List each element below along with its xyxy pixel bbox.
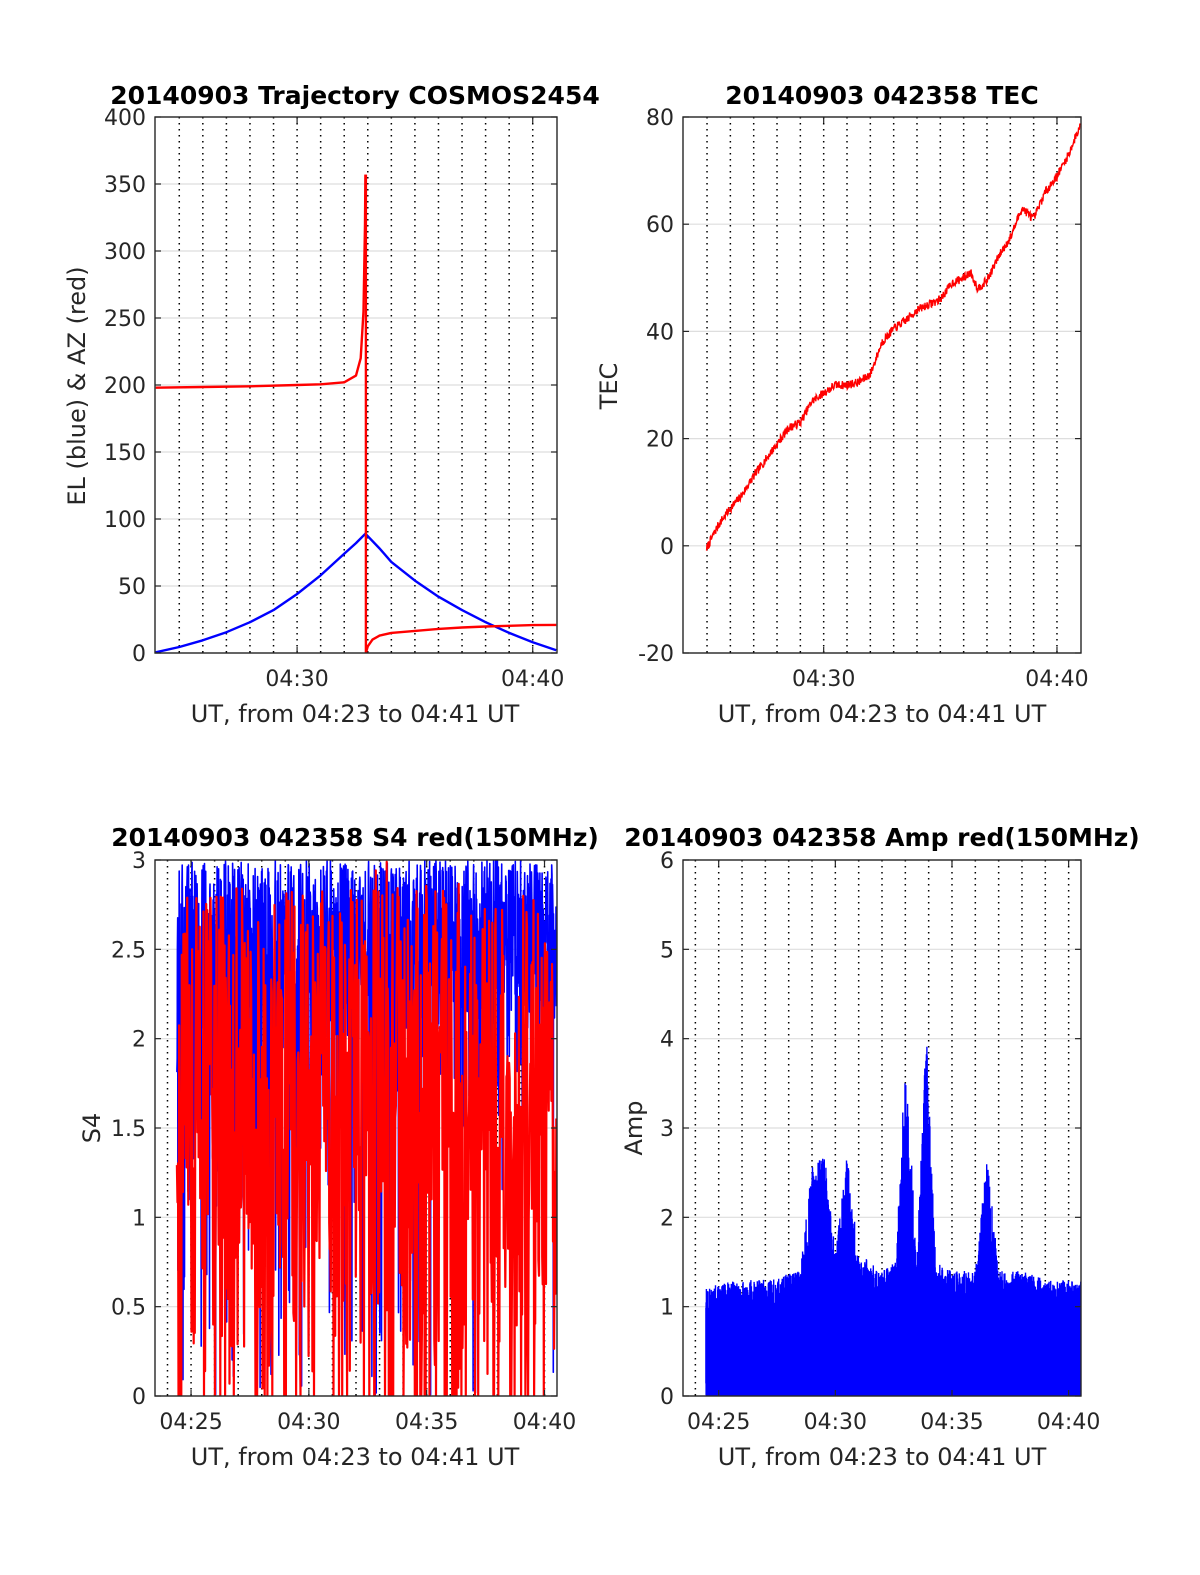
series-line — [705, 123, 1081, 551]
y-tick-label: 1.5 — [111, 1117, 146, 1142]
series-line — [705, 1046, 1081, 1396]
y-tick-label: 350 — [104, 173, 146, 198]
y-tick-label: 200 — [104, 374, 146, 399]
y-tick-label: 5 — [660, 938, 674, 963]
y-tick-label: 50 — [118, 575, 146, 600]
x-tick-label: 04:35 — [395, 1410, 458, 1435]
y-tick-label: 300 — [104, 240, 146, 265]
y-tick-label: 2.5 — [111, 938, 146, 963]
plot-area — [683, 117, 1081, 653]
y-tick-label: 0 — [132, 1385, 146, 1410]
trajectory-panel: 20140903 Trajectory COSMOS2454 UT, from … — [63, 81, 600, 728]
panel-title: 20140903 042358 S4 red(150MHz) — [111, 823, 599, 852]
y-axis-label: EL (blue) & AZ (red) — [63, 266, 91, 505]
ticks: -20 0 20 40 60 80 04:30 04:40 — [638, 106, 1089, 692]
y-tick-label: 2 — [132, 1028, 146, 1053]
y-tick-label: 3 — [132, 849, 146, 874]
y-tick-label: 2 — [660, 1206, 674, 1231]
ticks: 0 50 100 150 200 250 300 350 400 04:30 04:40 — [104, 106, 564, 692]
x-tick-label: 04:30 — [277, 1410, 340, 1435]
y-tick-label: 20 — [646, 428, 674, 453]
tec-panel: 20140903 042358 TEC UT, from 04:23 to 04… — [595, 81, 1089, 728]
panel-title: 20140903 042358 Amp red(150MHz) — [624, 823, 1140, 852]
y-tick-label: 1 — [660, 1296, 674, 1321]
y-tick-label: 6 — [660, 849, 674, 874]
y-tick-label: 4 — [660, 1028, 674, 1053]
data-layer — [155, 174, 557, 653]
x-tick-label: 04:40 — [1037, 1410, 1100, 1435]
x-tick-label: 04:40 — [513, 1410, 576, 1435]
y-tick-label: 0 — [132, 642, 146, 667]
y-axis-label: Amp — [620, 1100, 648, 1155]
x-tick-label: 04:40 — [501, 667, 564, 692]
x-axis-label: UT, from 04:23 to 04:41 UT — [718, 1443, 1047, 1471]
data-layer — [175, 860, 557, 1396]
y-axis-label: S4 — [78, 1113, 106, 1144]
x-tick-label: 04:30 — [792, 667, 855, 692]
y-tick-label: -20 — [638, 642, 674, 667]
amp-panel: 20140903 042358 Amp red(150MHz) UT, from… — [620, 823, 1140, 1471]
series-line — [155, 174, 367, 389]
x-tick-label: 04:30 — [265, 667, 328, 692]
y-tick-label: 250 — [104, 307, 146, 332]
y-tick-label: 100 — [104, 508, 146, 533]
y-tick-label: 60 — [646, 213, 674, 238]
x-tick-label: 04:25 — [159, 1410, 222, 1435]
series-line — [364, 174, 557, 653]
y-tick-label: 400 — [104, 106, 146, 131]
s4-panel: 20140903 042358 S4 red(150MHz) UT, from … — [78, 823, 599, 1471]
y-tick-label: 80 — [646, 106, 674, 131]
x-axis-label: UT, from 04:23 to 04:41 UT — [191, 1443, 520, 1471]
data-layer — [705, 1046, 1081, 1396]
y-tick-label: 0.5 — [111, 1296, 146, 1321]
y-tick-label: 3 — [660, 1117, 674, 1142]
data-layer — [705, 123, 1081, 551]
ticks: 0 0.5 1 1.5 2 2.5 3 04:25 04:30 04:35 04:40 — [111, 849, 576, 1435]
axes-box — [682, 116, 1082, 654]
ticks: 0 1 2 3 4 5 6 04:25 04:30 04:35 04:40 — [660, 849, 1100, 1435]
y-tick-label: 40 — [646, 320, 674, 345]
x-tick-label: 04:30 — [804, 1410, 867, 1435]
y-tick-label: 1 — [132, 1206, 146, 1231]
x-tick-label: 04:35 — [920, 1410, 983, 1435]
x-tick-label: 04:40 — [1025, 667, 1088, 692]
series-line — [155, 532, 557, 653]
panel-title: 20140903 Trajectory COSMOS2454 — [110, 81, 600, 110]
y-tick-label: 0 — [660, 1385, 674, 1410]
panel-title: 20140903 042358 TEC — [725, 81, 1038, 110]
x-tick-label: 04:25 — [687, 1410, 750, 1435]
series-line — [175, 860, 557, 1396]
y-axis-label: TEC — [595, 363, 623, 411]
y-tick-label: 150 — [104, 441, 146, 466]
x-axis-label: UT, from 04:23 to 04:41 UT — [191, 700, 520, 728]
x-axis-label: UT, from 04:23 to 04:41 UT — [718, 700, 1047, 728]
y-tick-label: 0 — [660, 535, 674, 560]
